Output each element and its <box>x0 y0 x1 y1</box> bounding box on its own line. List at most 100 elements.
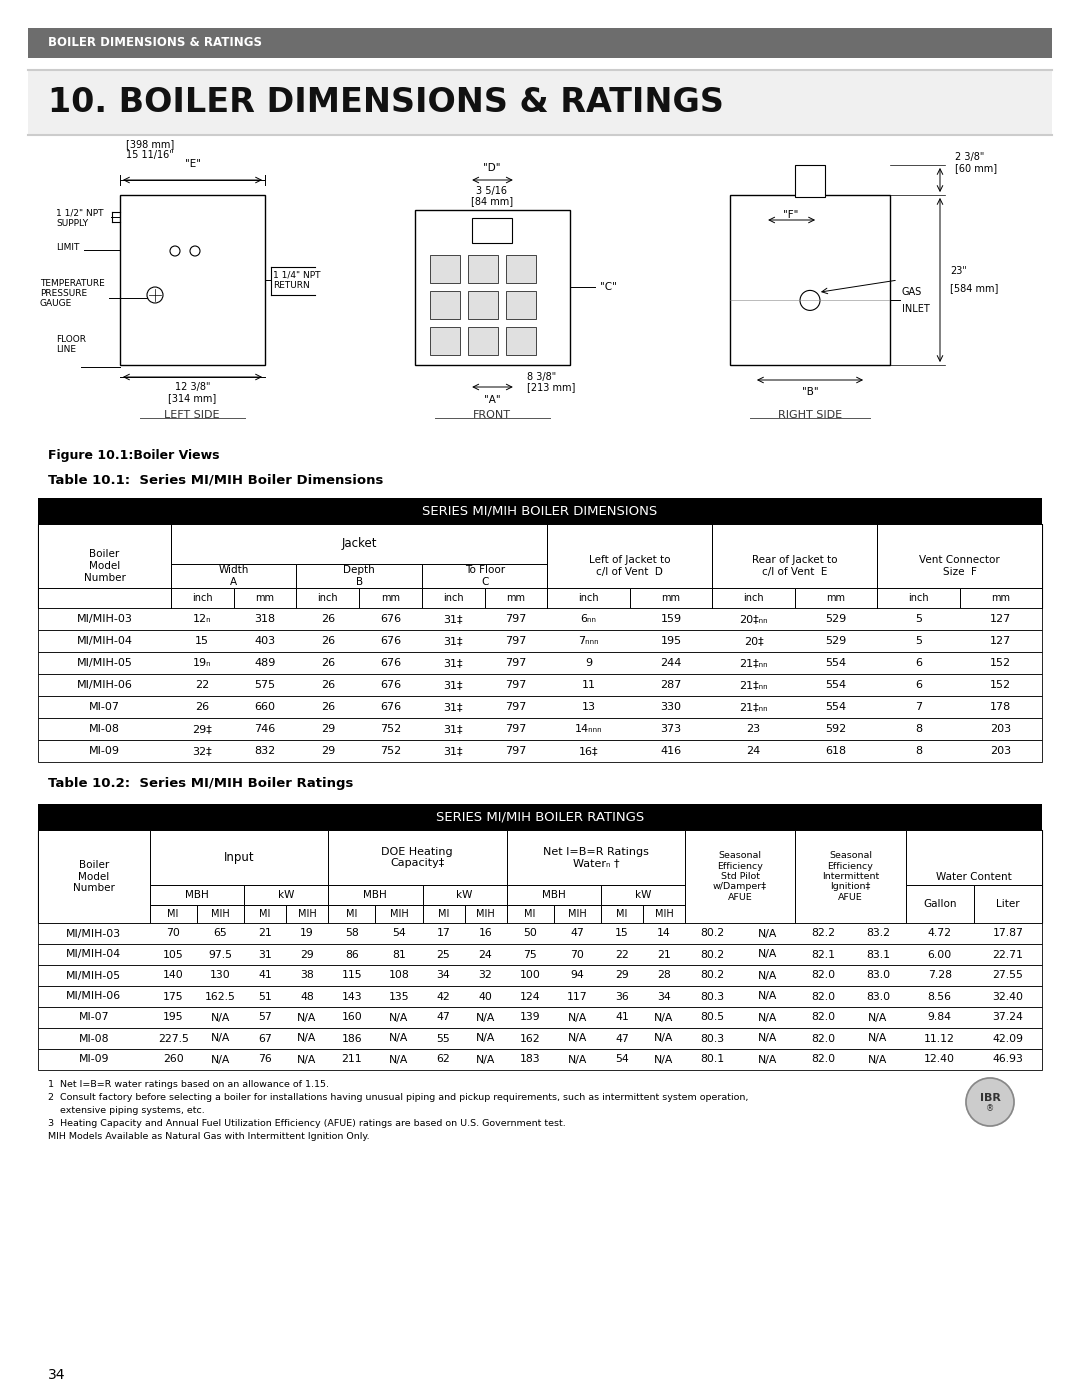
Text: 318: 318 <box>255 615 275 624</box>
Text: 23": 23" <box>950 267 967 277</box>
Bar <box>38 1007 1042 1028</box>
Bar <box>415 210 570 365</box>
Bar <box>38 1028 1042 1049</box>
Text: MIH: MIH <box>211 909 230 919</box>
Bar <box>28 70 1052 136</box>
Text: 797: 797 <box>505 615 527 624</box>
Text: 127: 127 <box>990 615 1011 624</box>
Text: 162: 162 <box>519 1034 540 1044</box>
Text: 10. BOILER DIMENSIONS & RATINGS: 10. BOILER DIMENSIONS & RATINGS <box>48 87 724 120</box>
Text: IBR: IBR <box>980 1092 1000 1104</box>
Bar <box>554 905 602 923</box>
Text: "D": "D" <box>483 163 501 173</box>
Bar <box>244 886 328 905</box>
Text: N/A: N/A <box>758 950 778 960</box>
Text: N/A: N/A <box>476 1055 496 1065</box>
Text: 50: 50 <box>523 929 537 939</box>
Bar <box>507 905 554 923</box>
Text: N/A: N/A <box>476 1013 496 1023</box>
Text: MI/MIH-03: MI/MIH-03 <box>66 929 121 939</box>
Text: 34: 34 <box>436 971 450 981</box>
Text: inch: inch <box>443 592 463 604</box>
Bar <box>375 905 422 923</box>
Text: 554: 554 <box>825 680 847 690</box>
Text: 6ₙₙ: 6ₙₙ <box>581 615 596 624</box>
Text: 135: 135 <box>389 992 409 1002</box>
Text: [314 mm]: [314 mm] <box>168 393 217 402</box>
Text: MI/MIH-06: MI/MIH-06 <box>66 992 121 1002</box>
Text: 797: 797 <box>505 680 527 690</box>
Bar <box>38 923 1042 944</box>
Text: mm: mm <box>381 592 400 604</box>
Text: Gallon: Gallon <box>923 900 957 909</box>
Text: FRONT: FRONT <box>473 409 511 420</box>
Bar <box>877 588 959 608</box>
Text: 20‡ₙₙ: 20‡ₙₙ <box>739 615 768 624</box>
Text: 8 3/8": 8 3/8" <box>527 372 556 381</box>
Text: MI-08: MI-08 <box>89 724 120 733</box>
Text: 752: 752 <box>380 724 401 733</box>
Text: N/A: N/A <box>297 1034 316 1044</box>
Bar <box>38 524 171 608</box>
Text: MI-07: MI-07 <box>89 703 120 712</box>
Text: 1 1/4" NPT: 1 1/4" NPT <box>273 271 321 279</box>
Text: MIH: MIH <box>390 909 408 919</box>
Text: kW: kW <box>278 890 294 900</box>
Text: 12ₙ: 12ₙ <box>193 615 212 624</box>
Text: 82.0: 82.0 <box>811 1013 835 1023</box>
Text: 21‡ₙₙ: 21‡ₙₙ <box>739 703 768 712</box>
Text: 554: 554 <box>825 658 847 668</box>
Text: MI: MI <box>617 909 627 919</box>
Text: 175: 175 <box>163 992 184 1002</box>
Text: MBH: MBH <box>185 890 208 900</box>
Bar <box>38 696 1042 718</box>
Text: 24: 24 <box>478 950 492 960</box>
Text: 575: 575 <box>255 680 275 690</box>
Text: 2 3/8": 2 3/8" <box>955 152 984 162</box>
Text: mm: mm <box>507 592 526 604</box>
Text: [84 mm]: [84 mm] <box>471 196 513 205</box>
Text: 86: 86 <box>345 950 359 960</box>
Text: N/A: N/A <box>758 971 778 981</box>
Text: 21: 21 <box>258 929 272 939</box>
Bar <box>328 905 375 923</box>
Text: 529: 529 <box>825 636 847 645</box>
Text: N/A: N/A <box>868 1034 888 1044</box>
Text: 42: 42 <box>436 992 450 1002</box>
Text: 618: 618 <box>825 746 847 756</box>
Bar <box>149 830 328 886</box>
Bar <box>286 905 328 923</box>
Text: 28: 28 <box>657 971 671 981</box>
Text: 26: 26 <box>195 703 210 712</box>
Text: N/A: N/A <box>654 1034 674 1044</box>
Text: MI/MIH-05: MI/MIH-05 <box>77 658 133 668</box>
Text: 55: 55 <box>436 1034 450 1044</box>
Text: 24: 24 <box>746 746 760 756</box>
Text: N/A: N/A <box>389 1013 408 1023</box>
Text: 489: 489 <box>254 658 275 668</box>
Text: 143: 143 <box>341 992 362 1002</box>
Text: N/A: N/A <box>758 1034 778 1044</box>
Text: 1 1/2" NPT: 1 1/2" NPT <box>56 208 104 218</box>
Bar <box>38 673 1042 696</box>
Text: 65: 65 <box>214 929 227 939</box>
Text: 26: 26 <box>321 658 335 668</box>
Text: 1  Net I=B=R water ratings based on an allowance of 1.15.: 1 Net I=B=R water ratings based on an al… <box>48 1080 329 1090</box>
Bar <box>38 588 171 608</box>
Bar <box>120 196 265 365</box>
Text: 29: 29 <box>616 971 629 981</box>
Text: MBH: MBH <box>542 890 566 900</box>
Text: 34: 34 <box>48 1368 66 1382</box>
Text: 47: 47 <box>436 1013 450 1023</box>
Text: 82.0: 82.0 <box>811 1034 835 1044</box>
Text: Figure 10.1:Boiler Views: Figure 10.1:Boiler Views <box>48 448 219 461</box>
Text: "B": "B" <box>801 387 819 397</box>
Text: 23: 23 <box>746 724 760 733</box>
Text: 529: 529 <box>825 615 847 624</box>
Text: 48: 48 <box>300 992 314 1002</box>
Text: 31‡: 31‡ <box>444 658 463 668</box>
Bar <box>507 291 536 319</box>
Text: 14ₙₙₙ: 14ₙₙₙ <box>575 724 603 733</box>
Text: N/A: N/A <box>568 1013 588 1023</box>
Text: 260: 260 <box>163 1055 184 1065</box>
